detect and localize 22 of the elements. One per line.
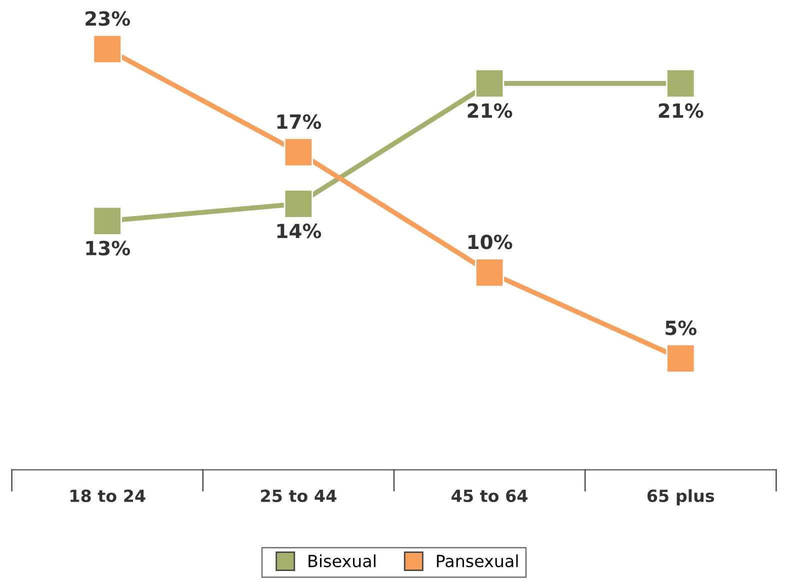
data-label: 23%: [86, 11, 130, 26]
x-tick-label: 25 to 44: [261, 490, 336, 502]
x-tick-label: 45 to 64: [452, 490, 528, 502]
data-label: 5%: [666, 320, 697, 336]
x-tick-label: 65 plus: [647, 489, 714, 506]
point: [666, 68, 696, 98]
x-tick-label: 18 to 24: [70, 490, 146, 502]
point: [284, 189, 314, 218]
data-label: 14%: [277, 224, 322, 238]
point: [284, 138, 314, 167]
point: [666, 344, 696, 374]
data-label: 21%: [658, 103, 704, 118]
data-label: 21%: [468, 103, 512, 118]
data-label: 17%: [277, 114, 322, 130]
point: [474, 68, 504, 98]
data-label: 10%: [468, 234, 512, 250]
point: [474, 258, 504, 288]
legend-label: Pansexual: [436, 554, 518, 568]
legend-label: Bisexual: [308, 554, 376, 568]
point: [92, 206, 122, 236]
data-label: 13%: [86, 240, 130, 256]
point: [92, 34, 122, 64]
